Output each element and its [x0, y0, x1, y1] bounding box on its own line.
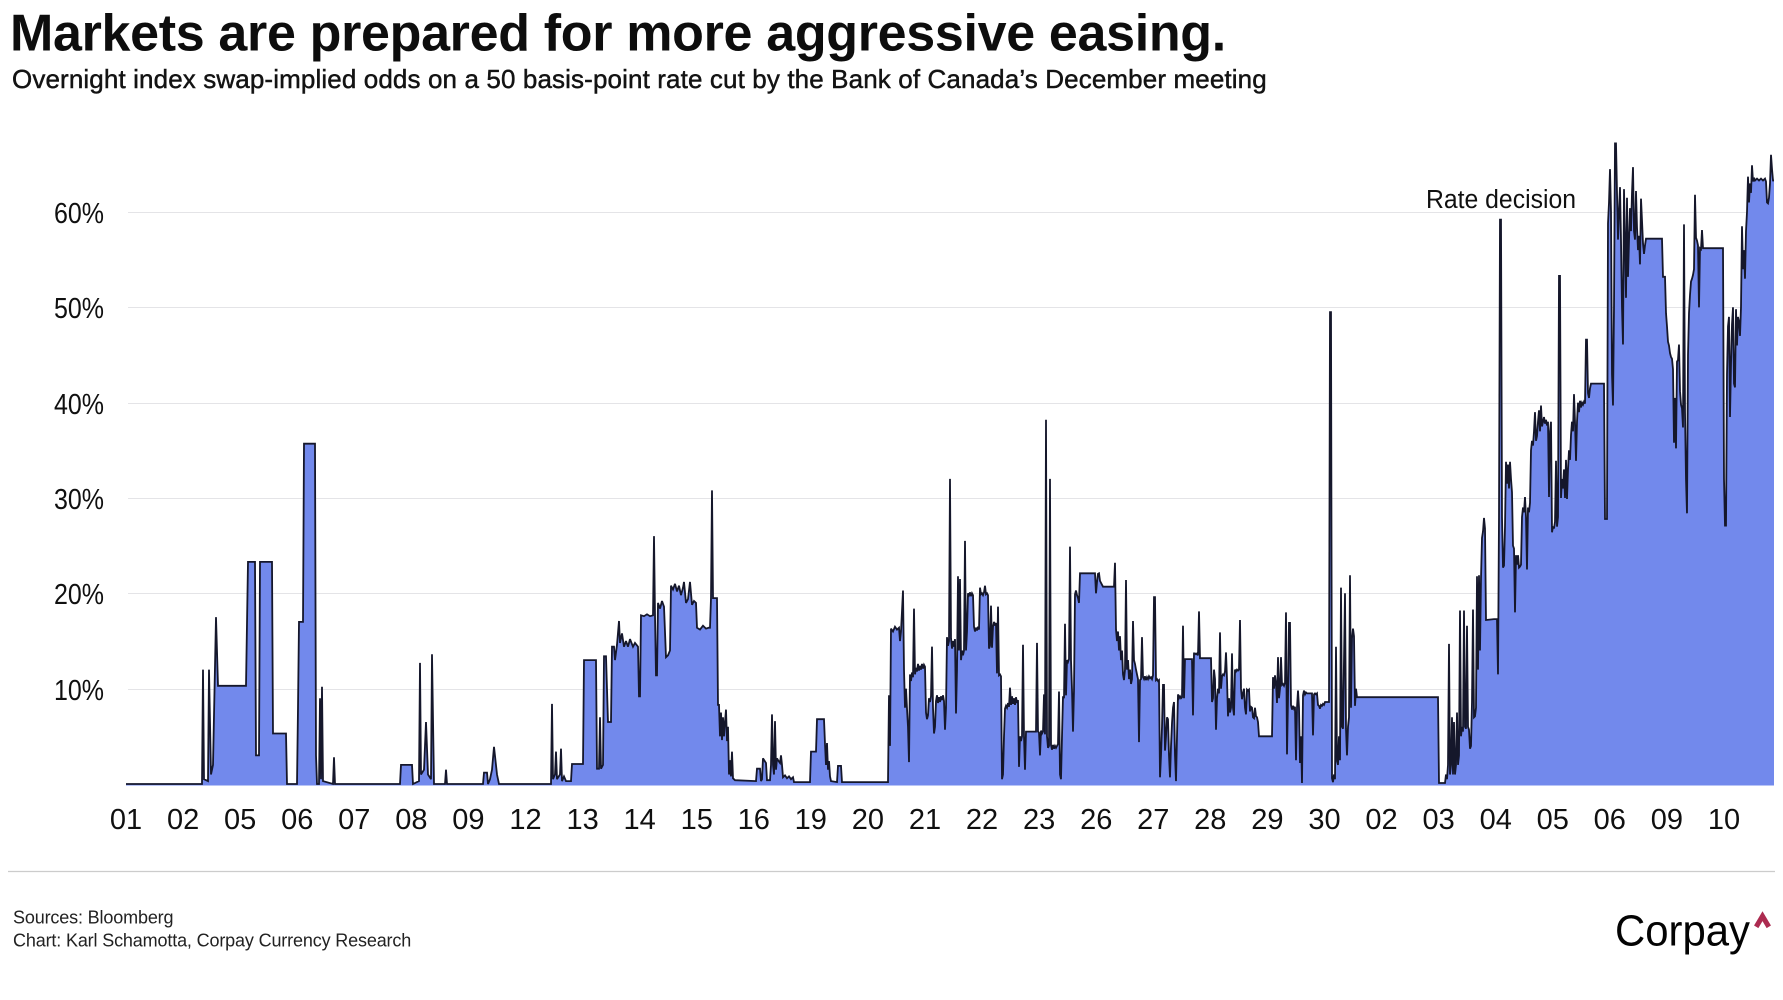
- svg-text:50%: 50%: [54, 293, 104, 325]
- svg-text:14: 14: [623, 804, 655, 836]
- svg-text:30%: 30%: [54, 484, 104, 516]
- svg-text:Rate decision: Rate decision: [1426, 186, 1576, 214]
- svg-text:23: 23: [1023, 804, 1055, 836]
- svg-text:Chart: Karl Schamotta, Corpay: Chart: Karl Schamotta, Corpay Currency R…: [13, 931, 411, 951]
- svg-text:10%: 10%: [54, 675, 104, 707]
- svg-text:05: 05: [224, 804, 256, 836]
- svg-text:06: 06: [1594, 804, 1626, 836]
- svg-text:01: 01: [110, 804, 142, 836]
- svg-text:Corpay: Corpay: [1615, 908, 1750, 956]
- svg-text:04: 04: [1480, 804, 1512, 836]
- svg-text:15: 15: [681, 804, 713, 836]
- svg-text:08: 08: [395, 804, 427, 836]
- svg-text:22: 22: [966, 804, 998, 836]
- svg-text:20%: 20%: [54, 579, 104, 611]
- svg-text:60%: 60%: [54, 198, 104, 230]
- svg-text:05: 05: [1537, 804, 1569, 836]
- svg-text:12: 12: [509, 804, 541, 836]
- svg-text:27: 27: [1137, 804, 1169, 836]
- svg-text:19: 19: [795, 804, 827, 836]
- svg-text:21: 21: [909, 804, 941, 836]
- svg-text:02: 02: [167, 804, 199, 836]
- svg-text:06: 06: [281, 804, 313, 836]
- svg-text:26: 26: [1080, 804, 1112, 836]
- svg-text:09: 09: [1651, 804, 1683, 836]
- svg-text:09: 09: [452, 804, 484, 836]
- svg-text:02: 02: [1365, 804, 1397, 836]
- svg-text:Sources: Bloomberg: Sources: Bloomberg: [13, 908, 173, 928]
- svg-text:16: 16: [738, 804, 770, 836]
- svg-text:28: 28: [1194, 804, 1226, 836]
- svg-text:30: 30: [1308, 804, 1340, 836]
- svg-text:Overnight index swap-implied o: Overnight index swap-implied odds on a 5…: [12, 64, 1267, 94]
- svg-text:40%: 40%: [54, 389, 104, 421]
- svg-text:10: 10: [1708, 804, 1740, 836]
- svg-text:20: 20: [852, 804, 884, 836]
- svg-text:29: 29: [1251, 804, 1283, 836]
- svg-text:13: 13: [566, 804, 598, 836]
- svg-text:07: 07: [338, 804, 370, 836]
- svg-text:03: 03: [1422, 804, 1454, 836]
- svg-text:Markets are prepared for more: Markets are prepared for more aggressive…: [10, 5, 1226, 63]
